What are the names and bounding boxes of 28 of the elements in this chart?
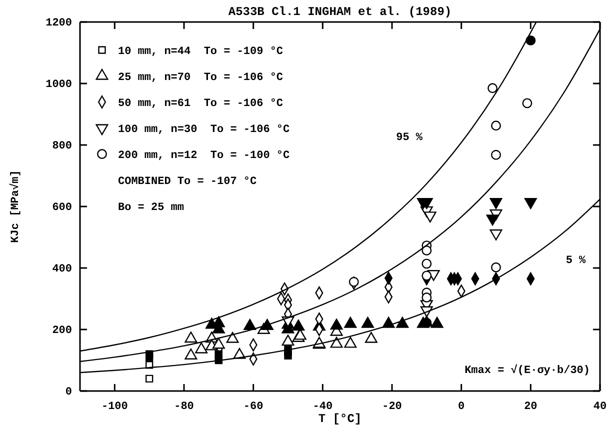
x-tick-label: 40 [593, 400, 607, 413]
annotation: Bo = 25 mm [118, 202, 184, 214]
legend-label: 10 mm, n=44 To = -109 °C [118, 46, 284, 58]
x-tick-label: -20 [382, 400, 402, 413]
x-tick-label: 0 [458, 400, 465, 413]
legend-label: 200 mm, n=12 To = -100 °C [118, 150, 290, 162]
legend-label: 50 mm, n=61 To = -106 °C [118, 98, 284, 110]
annotation: 95 % [396, 132, 423, 144]
y-tick-label: 800 [52, 140, 72, 153]
y-tick-label: 600 [52, 202, 72, 214]
y-tick-label: 0 [65, 386, 72, 399]
y-tick-label: 200 [52, 325, 72, 338]
legend-label: 100 mm, n=30 To = -106 °C [118, 124, 290, 136]
x-tick-label: -60 [243, 400, 264, 413]
x-tick-label: -100 [101, 400, 128, 413]
x-tick-label: -80 [174, 400, 194, 413]
chart-title: A533B Cl.1 INGHAM et al. (1989) [228, 5, 452, 19]
y-axis-title: KJc [MPa√m] [9, 170, 22, 243]
x-tick-label: -40 [312, 400, 333, 413]
annotation: COMBINED To = -107 °C [118, 176, 258, 188]
x-tick-label: 20 [524, 400, 538, 413]
y-tick-label: 1200 [46, 18, 72, 30]
annotation: 5 % [566, 254, 586, 267]
y-tick-label: 400 [52, 264, 72, 276]
x-axis-title: T [°C] [318, 412, 362, 426]
y-tick-label: 1000 [46, 79, 72, 92]
annotation: Kmax = √(E·σy·b/30) [464, 364, 590, 377]
legend-label: 25 mm, n=70 To = -106 °C [118, 72, 284, 84]
